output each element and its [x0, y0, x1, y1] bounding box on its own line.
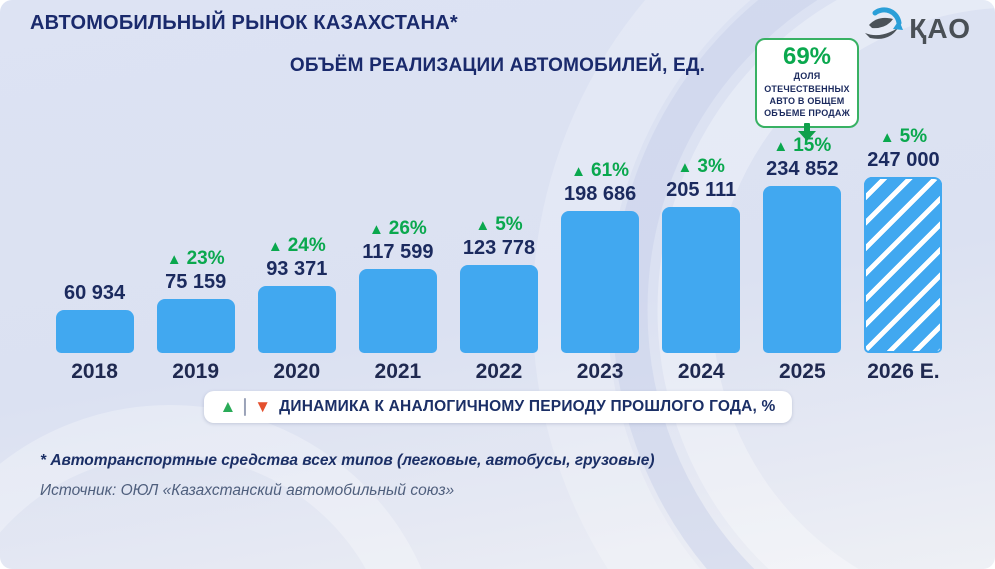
growth-label: ▲ 24% [268, 233, 326, 258]
bar-column: ▲ 61% 198 686 2023 [550, 110, 651, 383]
bar-column: ▲ 26% 117 599 2021 [347, 110, 448, 383]
year-label: 2022 [475, 360, 523, 383]
growth-value: 26% [388, 218, 427, 239]
callout-badge: 69% ДОЛЯ ОТЕЧЕСТВЕННЫХ АВТО В ОБЩЕМ ОБЪЕ… [755, 38, 859, 128]
bar-column: ▲ 24% 93 371 2020 [246, 110, 347, 383]
up-triangle-icon: ▲ [677, 159, 693, 176]
year-label: 2019 [172, 360, 220, 383]
value-label: 198 686 [563, 183, 637, 205]
year-label: 2023 [576, 360, 624, 383]
up-triangle-icon: ▲ [267, 238, 283, 255]
value-label: 75 159 [165, 271, 227, 293]
bar [156, 299, 235, 353]
growth-value: 61% [591, 160, 630, 181]
up-triangle-icon: ▲ [773, 138, 789, 155]
callout-text: ДОЛЯ ОТЕЧЕСТВЕННЫХ АВТО В ОБЩЕМ ОБЪЕМЕ П… [764, 71, 850, 118]
year-label: 2021 [374, 360, 422, 383]
growth-value: 5% [495, 214, 523, 235]
bar-column: ▲ 23% 75 159 2019 [145, 110, 246, 383]
logo-icon [863, 4, 907, 53]
bar [257, 286, 336, 353]
up-triangle-icon: ▲ [166, 251, 182, 268]
year-label: 2026 Е. [867, 360, 940, 383]
legend-label: ДИНАМИКА К АНАЛОГИЧНОМУ ПЕРИОДУ ПРОШЛОГО… [279, 398, 776, 415]
value-label: 205 111 [666, 179, 737, 201]
callout-value: 69% [782, 43, 832, 70]
growth-value: 23% [186, 248, 225, 269]
growth-label: ▲ 26% [369, 216, 427, 241]
value-label: 60 934 [63, 282, 126, 304]
logo: ҚАО [863, 4, 971, 53]
chart-title: ОБЪЁМ РЕАЛИЗАЦИИ АВТОМОБИЛЕЙ, ЕД. [289, 55, 706, 76]
value-label: 93 371 [266, 258, 328, 280]
bar-chart: 60 934 2018 ▲ 23% 75 159 2019 ▲ 24% 93 371 2020 ▲ 2… [44, 110, 954, 383]
footnote-source: Источник: ОЮЛ «Казахстанский автомобильн… [40, 482, 455, 499]
growth-label: ▲ 5% [880, 124, 927, 149]
growth-value: 5% [899, 126, 928, 147]
growth-label: ▲ 5% [475, 212, 522, 237]
bar [358, 269, 437, 353]
up-triangle-icon: ▲ [879, 129, 895, 146]
growth-value: 24% [287, 235, 326, 256]
growth-label: ▲ 23% [167, 246, 225, 271]
year-label: 2020 [273, 360, 321, 383]
callout-arrow-icon [797, 123, 817, 147]
bar-column: ▲ 15% 234 852 2025 [752, 110, 853, 383]
value-label: 247 000 [867, 149, 940, 171]
up-triangle-icon: ▲ [475, 217, 491, 234]
legend-separator [244, 398, 247, 416]
year-label: 2025 [778, 360, 826, 383]
bar [55, 310, 134, 353]
growth-label: ▲ 15% [773, 133, 831, 158]
year-label: 2024 [677, 360, 725, 383]
up-triangle-icon: ▲ [219, 397, 237, 416]
growth-label: ▲ 61% [571, 158, 629, 183]
bar [662, 207, 741, 353]
value-label: 234 852 [766, 158, 839, 180]
footnote-asterisk: * Автотранспортные средства всех типов (… [40, 452, 655, 469]
page-title: АВТОМОБИЛЬНЫЙ РЫНОК КАЗАХСТАНА* [30, 12, 458, 34]
bar [763, 186, 842, 353]
bar-forecast [864, 177, 943, 353]
logo-text: ҚАО [909, 12, 971, 44]
value-label: 117 599 [362, 241, 434, 263]
value-label: 123 778 [462, 237, 536, 259]
bar-column: 60 934 2018 [44, 110, 145, 383]
bar [459, 265, 538, 353]
up-triangle-icon: ▲ [571, 163, 587, 180]
bar-column: ▲ 3% 205 111 2024 [651, 110, 752, 383]
bar [561, 211, 640, 353]
year-label: 2018 [71, 360, 118, 383]
bar-column: ▲ 5% 247 000 2026 Е. [853, 110, 954, 383]
growth-value: 15% [793, 135, 832, 156]
growth-label: ▲ 3% [678, 154, 725, 179]
bar-column: ▲ 5% 123 778 2022 [448, 110, 549, 383]
growth-value: 3% [697, 156, 725, 177]
down-triangle-icon: ▼ [254, 397, 272, 416]
up-triangle-icon: ▲ [368, 221, 384, 238]
legend: ▲ ▼ ДИНАМИКА К АНАЛОГИЧНОМУ ПЕРИОДУ ПРОШ… [203, 391, 792, 423]
